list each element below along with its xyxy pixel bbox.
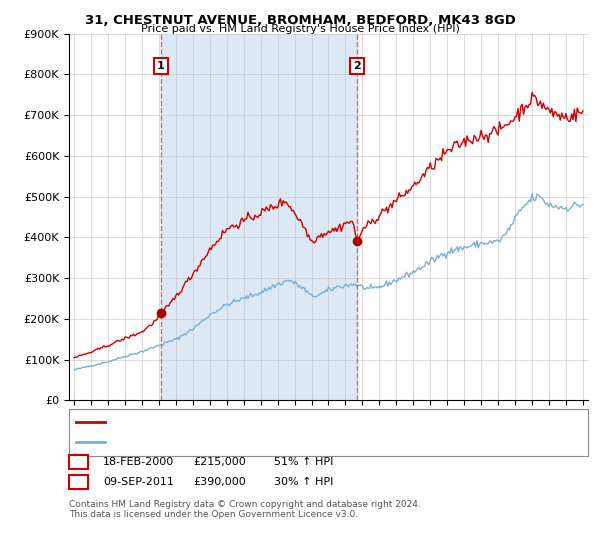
Text: 1: 1 — [157, 61, 165, 71]
Text: 2: 2 — [75, 477, 82, 487]
Text: 51% ↑ HPI: 51% ↑ HPI — [274, 457, 334, 467]
Text: 09-SEP-2011: 09-SEP-2011 — [103, 477, 174, 487]
Text: 31, CHESTNUT AVENUE, BROMHAM, BEDFORD, MK43 8GD: 31, CHESTNUT AVENUE, BROMHAM, BEDFORD, M… — [85, 14, 515, 27]
Text: 18-FEB-2000: 18-FEB-2000 — [103, 457, 175, 467]
Text: Contains HM Land Registry data © Crown copyright and database right 2024.
This d: Contains HM Land Registry data © Crown c… — [69, 500, 421, 519]
Bar — [161, 34, 357, 400]
Text: 2: 2 — [353, 61, 361, 71]
Text: 1: 1 — [75, 457, 82, 467]
Text: Price paid vs. HM Land Registry's House Price Index (HPI): Price paid vs. HM Land Registry's House … — [140, 24, 460, 34]
Text: £215,000: £215,000 — [193, 457, 246, 467]
Text: HPI: Average price, detached house, Bedford: HPI: Average price, detached house, Bedf… — [111, 437, 335, 447]
Text: £390,000: £390,000 — [193, 477, 246, 487]
Text: 31, CHESTNUT AVENUE, BROMHAM, BEDFORD, MK43 8GD (detached house): 31, CHESTNUT AVENUE, BROMHAM, BEDFORD, M… — [111, 417, 491, 427]
Text: 30% ↑ HPI: 30% ↑ HPI — [274, 477, 334, 487]
